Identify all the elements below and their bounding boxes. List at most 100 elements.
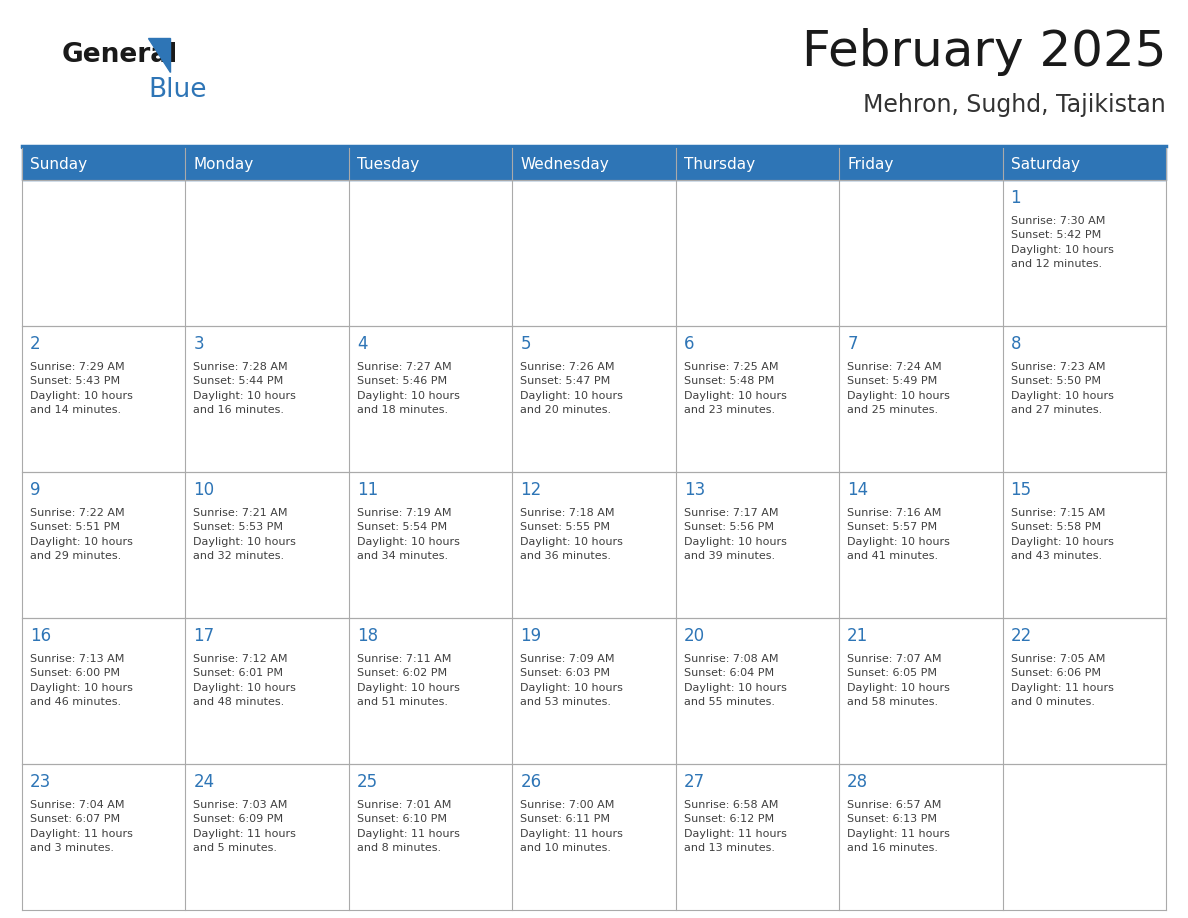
Text: Friday: Friday (847, 156, 893, 172)
Text: 8: 8 (1011, 335, 1020, 353)
Bar (512, 472, 676, 618)
Bar (185, 326, 349, 472)
Bar (349, 180, 512, 326)
Text: Sunrise: 7:05 AM
Sunset: 6:06 PM
Daylight: 11 hours
and 0 minutes.: Sunrise: 7:05 AM Sunset: 6:06 PM Dayligh… (1011, 654, 1113, 707)
Text: Wednesday: Wednesday (520, 156, 609, 172)
Text: 11: 11 (356, 481, 378, 499)
Text: 10: 10 (194, 481, 215, 499)
Text: Thursday: Thursday (684, 156, 754, 172)
Bar (1003, 326, 1165, 472)
Bar (185, 764, 349, 910)
Text: Sunrise: 7:22 AM
Sunset: 5:51 PM
Daylight: 10 hours
and 29 minutes.: Sunrise: 7:22 AM Sunset: 5:51 PM Dayligh… (30, 508, 133, 561)
Bar (512, 326, 676, 472)
Text: 23: 23 (30, 773, 51, 791)
Bar (676, 326, 839, 472)
Text: Sunrise: 7:28 AM
Sunset: 5:44 PM
Daylight: 10 hours
and 16 minutes.: Sunrise: 7:28 AM Sunset: 5:44 PM Dayligh… (194, 362, 296, 415)
Text: 17: 17 (194, 627, 215, 645)
Text: Sunrise: 7:17 AM
Sunset: 5:56 PM
Daylight: 10 hours
and 39 minutes.: Sunrise: 7:17 AM Sunset: 5:56 PM Dayligh… (684, 508, 786, 561)
Bar (1003, 180, 1165, 326)
Text: 26: 26 (520, 773, 542, 791)
Bar (23, 472, 185, 618)
Text: Monday: Monday (194, 156, 254, 172)
Bar (23, 326, 185, 472)
Text: 21: 21 (847, 627, 868, 645)
Bar (349, 764, 512, 910)
Text: Sunrise: 6:57 AM
Sunset: 6:13 PM
Daylight: 11 hours
and 16 minutes.: Sunrise: 6:57 AM Sunset: 6:13 PM Dayligh… (847, 800, 950, 853)
Text: General: General (62, 42, 178, 68)
Text: 3: 3 (194, 335, 204, 353)
Text: Sunrise: 7:08 AM
Sunset: 6:04 PM
Daylight: 10 hours
and 55 minutes.: Sunrise: 7:08 AM Sunset: 6:04 PM Dayligh… (684, 654, 786, 707)
Bar (512, 180, 676, 326)
Bar (676, 618, 839, 764)
Text: Sunday: Sunday (30, 156, 87, 172)
Text: 5: 5 (520, 335, 531, 353)
Text: 15: 15 (1011, 481, 1031, 499)
Bar (839, 764, 1003, 910)
Bar (512, 618, 676, 764)
Text: Sunrise: 7:16 AM
Sunset: 5:57 PM
Daylight: 10 hours
and 41 minutes.: Sunrise: 7:16 AM Sunset: 5:57 PM Dayligh… (847, 508, 950, 561)
Bar (1003, 472, 1165, 618)
Bar (185, 472, 349, 618)
Text: 14: 14 (847, 481, 868, 499)
Bar (23, 180, 185, 326)
Text: 13: 13 (684, 481, 704, 499)
Text: Sunrise: 7:27 AM
Sunset: 5:46 PM
Daylight: 10 hours
and 18 minutes.: Sunrise: 7:27 AM Sunset: 5:46 PM Dayligh… (356, 362, 460, 415)
Bar (839, 180, 1003, 326)
Text: Sunrise: 7:11 AM
Sunset: 6:02 PM
Daylight: 10 hours
and 51 minutes.: Sunrise: 7:11 AM Sunset: 6:02 PM Dayligh… (356, 654, 460, 707)
Text: Sunrise: 7:19 AM
Sunset: 5:54 PM
Daylight: 10 hours
and 34 minutes.: Sunrise: 7:19 AM Sunset: 5:54 PM Dayligh… (356, 508, 460, 561)
Text: Sunrise: 7:18 AM
Sunset: 5:55 PM
Daylight: 10 hours
and 36 minutes.: Sunrise: 7:18 AM Sunset: 5:55 PM Dayligh… (520, 508, 624, 561)
Text: 6: 6 (684, 335, 694, 353)
Text: Sunrise: 7:03 AM
Sunset: 6:09 PM
Daylight: 11 hours
and 5 minutes.: Sunrise: 7:03 AM Sunset: 6:09 PM Dayligh… (194, 800, 296, 853)
Text: Sunrise: 7:23 AM
Sunset: 5:50 PM
Daylight: 10 hours
and 27 minutes.: Sunrise: 7:23 AM Sunset: 5:50 PM Dayligh… (1011, 362, 1113, 415)
Text: 1: 1 (1011, 189, 1022, 207)
Text: 22: 22 (1011, 627, 1032, 645)
Text: 28: 28 (847, 773, 868, 791)
Text: Sunrise: 7:24 AM
Sunset: 5:49 PM
Daylight: 10 hours
and 25 minutes.: Sunrise: 7:24 AM Sunset: 5:49 PM Dayligh… (847, 362, 950, 415)
Text: 24: 24 (194, 773, 215, 791)
Text: 4: 4 (356, 335, 367, 353)
Bar (512, 764, 676, 910)
Text: 20: 20 (684, 627, 704, 645)
Bar (1003, 618, 1165, 764)
Bar (23, 148, 1165, 180)
Text: Sunrise: 7:01 AM
Sunset: 6:10 PM
Daylight: 11 hours
and 8 minutes.: Sunrise: 7:01 AM Sunset: 6:10 PM Dayligh… (356, 800, 460, 853)
Bar (676, 180, 839, 326)
Bar (23, 764, 185, 910)
Text: Sunrise: 7:15 AM
Sunset: 5:58 PM
Daylight: 10 hours
and 43 minutes.: Sunrise: 7:15 AM Sunset: 5:58 PM Dayligh… (1011, 508, 1113, 561)
Text: Sunrise: 7:30 AM
Sunset: 5:42 PM
Daylight: 10 hours
and 12 minutes.: Sunrise: 7:30 AM Sunset: 5:42 PM Dayligh… (1011, 216, 1113, 269)
Text: Sunrise: 7:21 AM
Sunset: 5:53 PM
Daylight: 10 hours
and 32 minutes.: Sunrise: 7:21 AM Sunset: 5:53 PM Dayligh… (194, 508, 296, 561)
Bar (349, 326, 512, 472)
Polygon shape (148, 38, 170, 72)
Text: 27: 27 (684, 773, 704, 791)
Text: Sunrise: 7:04 AM
Sunset: 6:07 PM
Daylight: 11 hours
and 3 minutes.: Sunrise: 7:04 AM Sunset: 6:07 PM Dayligh… (30, 800, 133, 853)
Text: 7: 7 (847, 335, 858, 353)
Bar (676, 472, 839, 618)
Text: 16: 16 (30, 627, 51, 645)
Bar (1003, 764, 1165, 910)
Text: 2: 2 (30, 335, 40, 353)
Text: Tuesday: Tuesday (356, 156, 419, 172)
Bar (185, 618, 349, 764)
Text: 18: 18 (356, 627, 378, 645)
Text: Sunrise: 7:26 AM
Sunset: 5:47 PM
Daylight: 10 hours
and 20 minutes.: Sunrise: 7:26 AM Sunset: 5:47 PM Dayligh… (520, 362, 624, 415)
Bar (185, 180, 349, 326)
Text: Mehron, Sughd, Tajikistan: Mehron, Sughd, Tajikistan (864, 93, 1165, 117)
Text: 9: 9 (30, 481, 40, 499)
Text: Sunrise: 7:25 AM
Sunset: 5:48 PM
Daylight: 10 hours
and 23 minutes.: Sunrise: 7:25 AM Sunset: 5:48 PM Dayligh… (684, 362, 786, 415)
Bar (676, 764, 839, 910)
Text: 12: 12 (520, 481, 542, 499)
Text: Sunrise: 7:12 AM
Sunset: 6:01 PM
Daylight: 10 hours
and 48 minutes.: Sunrise: 7:12 AM Sunset: 6:01 PM Dayligh… (194, 654, 296, 707)
Bar (23, 618, 185, 764)
Bar (839, 618, 1003, 764)
Text: Sunrise: 7:07 AM
Sunset: 6:05 PM
Daylight: 10 hours
and 58 minutes.: Sunrise: 7:07 AM Sunset: 6:05 PM Dayligh… (847, 654, 950, 707)
Text: February 2025: February 2025 (802, 28, 1165, 76)
Bar (349, 618, 512, 764)
Text: Sunrise: 7:09 AM
Sunset: 6:03 PM
Daylight: 10 hours
and 53 minutes.: Sunrise: 7:09 AM Sunset: 6:03 PM Dayligh… (520, 654, 624, 707)
Text: Saturday: Saturday (1011, 156, 1080, 172)
Text: Sunrise: 7:13 AM
Sunset: 6:00 PM
Daylight: 10 hours
and 46 minutes.: Sunrise: 7:13 AM Sunset: 6:00 PM Dayligh… (30, 654, 133, 707)
Bar (839, 326, 1003, 472)
Text: Sunrise: 7:00 AM
Sunset: 6:11 PM
Daylight: 11 hours
and 10 minutes.: Sunrise: 7:00 AM Sunset: 6:11 PM Dayligh… (520, 800, 624, 853)
Text: Sunrise: 6:58 AM
Sunset: 6:12 PM
Daylight: 11 hours
and 13 minutes.: Sunrise: 6:58 AM Sunset: 6:12 PM Dayligh… (684, 800, 786, 853)
Text: 25: 25 (356, 773, 378, 791)
Text: 19: 19 (520, 627, 542, 645)
